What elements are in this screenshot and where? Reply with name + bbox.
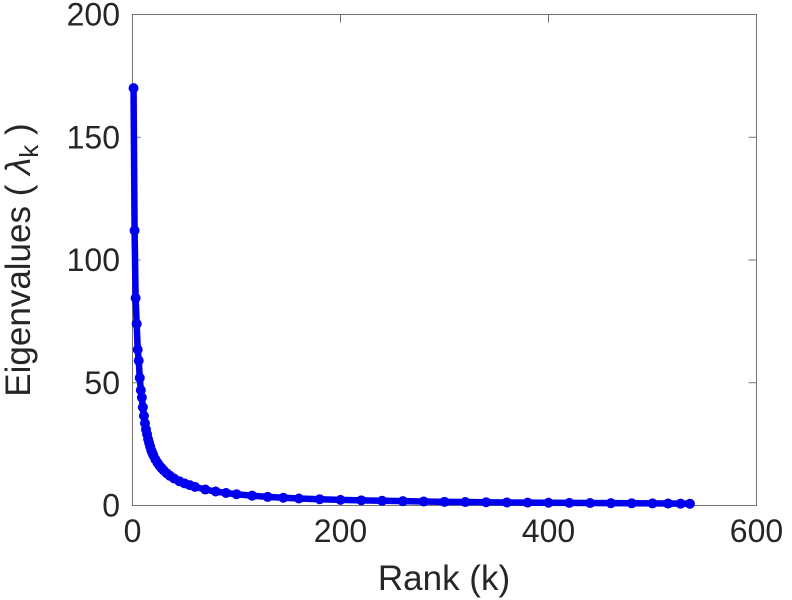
data-point-marker — [200, 484, 211, 495]
axes-layer — [132, 14, 757, 506]
data-point-marker — [130, 293, 141, 304]
data-point-marker — [210, 486, 221, 497]
data-point-marker — [138, 410, 149, 421]
data-point-marker — [605, 498, 616, 509]
data-point-marker — [189, 481, 200, 492]
data-point-marker — [564, 497, 575, 508]
data-point-marker — [133, 355, 144, 366]
data-point-marker — [247, 490, 258, 501]
data-point-marker — [522, 497, 533, 508]
data-point-marker — [663, 498, 674, 509]
data-point-marker — [293, 493, 304, 504]
data-point-marker — [129, 225, 140, 236]
plot-box — [132, 14, 757, 506]
data-point-marker — [481, 497, 492, 508]
data-point-marker — [278, 492, 289, 503]
x-tick-label: 400 — [522, 513, 575, 549]
data-point-marker — [135, 385, 146, 396]
data-point-marker — [626, 498, 637, 509]
data-point-marker — [501, 497, 512, 508]
data-point-marker — [439, 496, 450, 507]
y-tick-label: 50 — [84, 365, 120, 401]
data-point-marker — [647, 498, 658, 509]
data-point-marker — [128, 83, 139, 94]
data-point-marker — [231, 489, 242, 500]
data-point-marker — [314, 494, 325, 505]
y-tick-label: 200 — [67, 0, 120, 33]
data-point-marker — [543, 497, 554, 508]
x-tick-label: 0 — [124, 513, 142, 549]
data-point-marker — [221, 487, 232, 498]
data-point-marker — [262, 491, 273, 502]
data-point-marker — [136, 392, 147, 403]
data-point-marker — [460, 497, 471, 508]
y-tick-label: 0 — [102, 488, 120, 524]
data-point-marker — [397, 496, 408, 507]
data-point-marker — [132, 344, 143, 355]
y-tick-label: 150 — [67, 119, 120, 155]
data-point-marker — [418, 496, 429, 507]
data-point-marker — [585, 498, 596, 509]
y-axis-label: Eigenvalues ( λk ) — [0, 123, 44, 396]
x-axis-label: Rank (k) — [378, 559, 510, 598]
data-point-marker — [335, 494, 346, 505]
data-point-marker — [675, 498, 686, 509]
data-point-marker — [684, 498, 695, 509]
x-tick-label: 600 — [730, 513, 783, 549]
x-tick-label: 200 — [314, 513, 367, 549]
eigenvalue-curve — [130, 84, 694, 508]
data-layer — [128, 83, 695, 509]
data-point-marker — [356, 495, 367, 506]
data-point-marker — [377, 495, 388, 506]
data-point-marker — [137, 402, 148, 413]
y-tick-label: 100 — [67, 242, 120, 278]
data-point-marker — [131, 318, 142, 329]
data-point-marker — [134, 372, 145, 383]
